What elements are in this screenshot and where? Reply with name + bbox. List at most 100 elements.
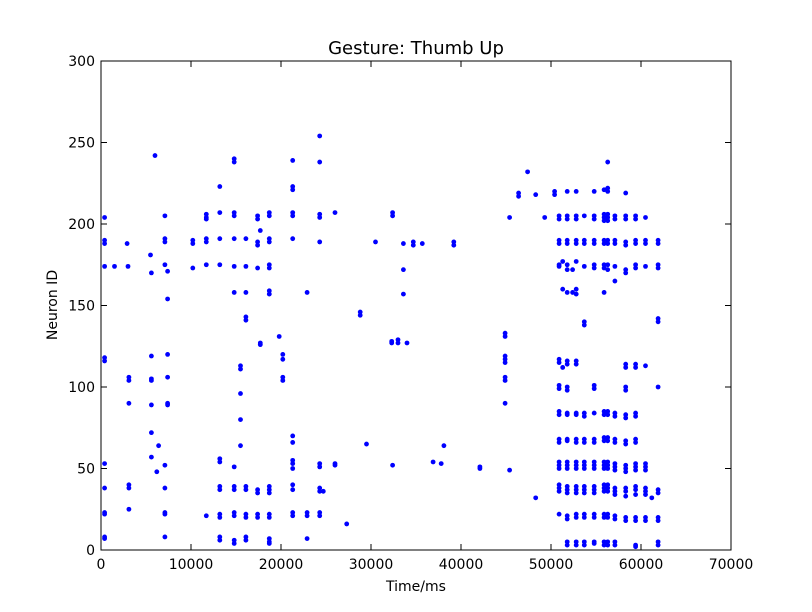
data-point	[564, 262, 570, 268]
data-point	[390, 462, 395, 468]
data-point	[255, 242, 260, 248]
data-point	[591, 241, 597, 246]
data-point	[573, 440, 579, 445]
data-point	[573, 241, 579, 246]
data-point	[126, 506, 132, 512]
data-point	[257, 342, 263, 348]
data-point	[438, 461, 444, 467]
data-point	[217, 487, 223, 493]
data-point	[633, 365, 638, 370]
data-point	[243, 290, 249, 295]
data-point	[332, 210, 338, 215]
data-point	[581, 413, 587, 419]
data-point	[507, 467, 512, 473]
data-point	[419, 241, 425, 246]
y-axis-label: Neuron ID	[45, 270, 61, 340]
data-point	[190, 241, 196, 246]
data-point	[552, 192, 557, 198]
data-point	[357, 312, 363, 318]
data-point	[573, 216, 579, 222]
data-point	[231, 290, 237, 295]
data-point	[255, 515, 260, 520]
data-point	[124, 241, 130, 246]
data-point	[507, 215, 512, 220]
data-point	[612, 440, 618, 445]
y-tick-label: 250	[68, 136, 95, 152]
data-point	[633, 544, 638, 550]
data-point	[102, 241, 107, 246]
data-point	[502, 334, 508, 339]
data-point	[601, 542, 607, 548]
data-point	[623, 365, 629, 370]
data-point	[605, 542, 611, 548]
data-point	[165, 374, 171, 380]
data-point	[643, 492, 648, 497]
data-point	[556, 511, 562, 517]
data-point	[401, 241, 406, 246]
x-tick-label: 0	[97, 557, 106, 573]
data-point	[591, 490, 597, 496]
data-point	[564, 361, 570, 367]
data-point	[605, 267, 611, 273]
data-point	[148, 252, 153, 258]
data-point	[564, 490, 570, 496]
data-point	[217, 459, 223, 465]
data-point	[605, 438, 611, 444]
data-point	[601, 290, 607, 295]
data-point	[165, 352, 171, 357]
data-point	[243, 236, 249, 242]
data-point	[255, 490, 260, 496]
data-point	[149, 454, 154, 460]
data-point	[156, 443, 162, 449]
data-point	[290, 461, 296, 467]
data-point	[231, 213, 237, 219]
data-point	[633, 413, 638, 419]
scatter-points	[102, 133, 661, 550]
data-point	[601, 187, 607, 193]
data-point	[643, 518, 648, 524]
data-point	[364, 441, 369, 447]
data-point	[149, 353, 154, 359]
data-point	[556, 360, 562, 365]
data-point	[591, 466, 597, 471]
data-point	[231, 263, 237, 269]
data-point	[266, 541, 272, 546]
data-point	[560, 259, 566, 264]
data-point	[401, 291, 406, 297]
y-tick-label: 200	[68, 217, 95, 233]
data-point	[591, 386, 597, 392]
y-tick-label: 0	[86, 543, 95, 559]
data-point	[533, 192, 539, 198]
data-point	[612, 516, 618, 522]
data-point	[633, 492, 638, 497]
data-point	[573, 542, 579, 548]
data-point	[102, 536, 107, 541]
data-point	[601, 241, 607, 246]
data-point	[317, 488, 323, 494]
data-point	[581, 213, 587, 219]
data-point	[231, 236, 237, 242]
data-point	[573, 515, 579, 520]
data-point	[533, 495, 539, 501]
data-point	[217, 537, 223, 543]
data-point	[564, 216, 570, 222]
data-point	[304, 290, 310, 295]
data-point	[655, 241, 661, 246]
data-point	[255, 265, 260, 271]
data-point	[591, 189, 597, 194]
data-point	[317, 159, 323, 165]
data-point	[217, 236, 223, 242]
data-point	[560, 286, 566, 292]
data-point	[573, 291, 579, 297]
data-point	[655, 384, 661, 390]
data-point	[266, 265, 272, 271]
data-point	[238, 391, 243, 396]
data-point	[573, 189, 579, 194]
x-tick-label: 20000	[259, 557, 304, 573]
data-point	[633, 467, 638, 473]
data-point	[344, 521, 350, 527]
data-point	[290, 158, 296, 163]
data-point	[612, 467, 618, 473]
data-point	[390, 213, 395, 219]
data-point	[623, 488, 629, 494]
